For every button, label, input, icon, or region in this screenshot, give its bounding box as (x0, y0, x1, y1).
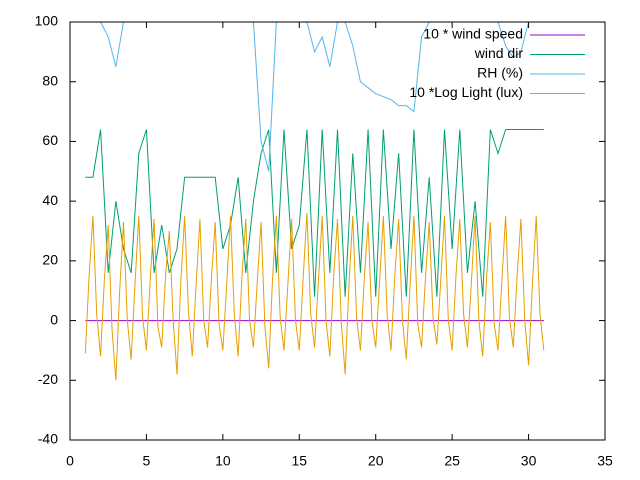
legend-label: 10 * wind speed (423, 26, 523, 42)
plot-border (69, 21, 606, 441)
series-line (84, 213, 545, 381)
x-tick-label: 35 (597, 453, 613, 469)
x-tick-label: 15 (291, 453, 307, 469)
y-tick-label: 20 (42, 252, 58, 268)
series-line (85, 22, 544, 172)
x-tick-label: 30 (521, 453, 537, 469)
legend-label: RH (%) (477, 65, 523, 81)
legend-label: 10 *Log Light (lux) (409, 84, 523, 100)
series-line (85, 128, 544, 297)
plot-area (84, 22, 545, 381)
y-tick-label: -20 (38, 371, 58, 387)
x-tick-label: 5 (143, 453, 151, 469)
y-tick-label: 60 (42, 132, 58, 148)
y-tick-label: 80 (42, 72, 58, 88)
y-tick-label: 0 (50, 311, 58, 327)
y-tick-label: -40 (38, 431, 58, 447)
y-tick-label: 40 (42, 192, 58, 208)
x-tick-label: 20 (368, 453, 384, 469)
legend-label: wind dir (474, 45, 524, 61)
x-tick-label: 0 (66, 453, 74, 469)
y-tick-label: 100 (35, 13, 59, 29)
x-tick-label: 25 (444, 453, 460, 469)
x-tick-label: 10 (215, 453, 231, 469)
